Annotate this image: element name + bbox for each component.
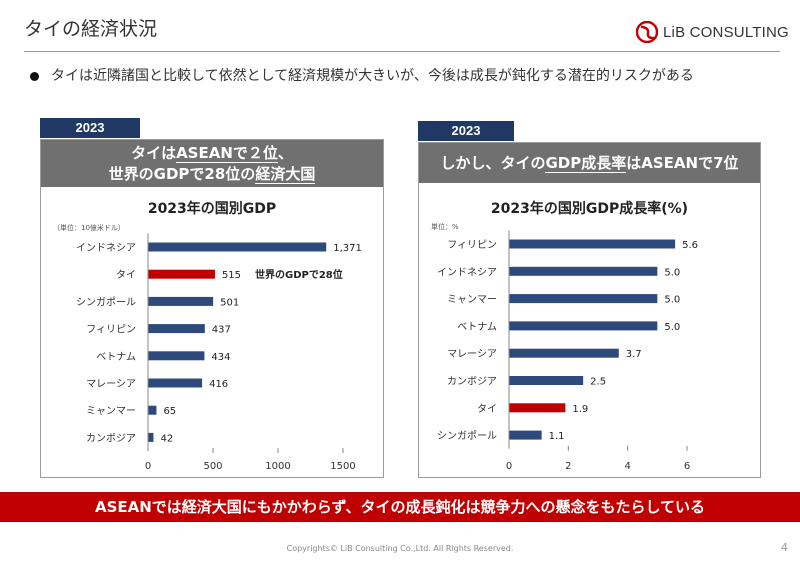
bar [148, 378, 203, 388]
category-label: ミャンマー [86, 406, 136, 417]
unit-label: （単位：10億米ドル） [53, 223, 125, 232]
category-label: ミャンマー [447, 295, 497, 306]
bullet-dot-icon [30, 72, 39, 81]
value-label: 5.0 [664, 295, 680, 306]
x-tick-label: 500 [203, 461, 222, 472]
gdp-headline-line1: タイはASEANで２位、 [131, 144, 293, 163]
category-label: シンガポール [76, 296, 136, 308]
bar [148, 296, 214, 306]
logo-text: LiB CONSULTING [663, 23, 789, 41]
category-label: シンガポール [437, 430, 497, 442]
gdp-headline-line2: 世界のGDPで28位の経済大国 [108, 165, 316, 184]
category-label: フィリピン [447, 239, 497, 251]
gdp-chart-title: 2023年の国別GDP [147, 201, 277, 217]
x-tick-label: 0 [145, 461, 151, 472]
x-tick-label: 0 [506, 461, 512, 472]
title-divider [24, 51, 780, 52]
value-label: 2.5 [590, 377, 606, 388]
conclusion-banner: ASEANでは経済大国にもかかわらず、タイの成長鈍化は競争力への懸念をもたらして… [0, 492, 800, 522]
summary-text: タイは近隣諸国と比較して依然として経済規模が大きいが、今後は成長が鈍化する潜在的… [51, 68, 694, 84]
category-label: タイ [477, 403, 497, 415]
value-label: 42 [160, 433, 173, 444]
value-label: 434 [211, 352, 230, 363]
growth-headline: しかし、タイのGDP成長率はASEANで7位 [440, 154, 739, 173]
bar [509, 294, 658, 304]
category-label: フィリピン [86, 324, 136, 336]
unit-label: 単位：% [431, 222, 459, 231]
bar [509, 266, 658, 276]
gdp-chart: （単位：10億米ドル） インドネシア 1,371 タイ 515 世界のGDPで28位シンガ… [53, 223, 362, 472]
summary-bullet: タイは近隣諸国と比較して依然として経済規模が大きいが、今後は成長が鈍化する潜在的… [30, 66, 775, 87]
category-label: カンボジア [447, 376, 497, 388]
growth-panel-header: しかし、タイのGDP成長率はASEANで7位 [419, 143, 760, 183]
value-label: 416 [209, 379, 228, 390]
value-label: 1.9 [572, 404, 588, 415]
bar [148, 242, 327, 252]
x-tick-label: 6 [684, 461, 690, 472]
value-label: 65 [163, 406, 176, 417]
value-label: 3.7 [626, 349, 642, 360]
growth-chart-title: 2023年の国別GDP成長率(%) [490, 201, 689, 217]
value-label: 1,371 [333, 243, 362, 254]
growth-chart: 単位：% フィリピン 5.6 インドネシア 5.0 ミャンマー 5.0 ベトナム 5.0 マレーシ… [431, 222, 698, 472]
bar [509, 403, 566, 413]
value-label: 501 [220, 297, 239, 308]
category-label: マレーシア [447, 349, 497, 360]
value-label: 5.6 [682, 240, 698, 251]
bar [148, 351, 205, 361]
value-label: 5.0 [664, 267, 680, 278]
gdp-panel-header: タイはASEANで２位、 世界のGDPで28位の経済大国 [41, 140, 383, 187]
bar [148, 405, 157, 415]
growth-panel: しかし、タイのGDP成長率はASEANで7位 2023年の国別GDP成長率(%)… [418, 142, 761, 478]
bar [148, 432, 154, 442]
page-title: タイの経済状況 [24, 18, 158, 40]
bar [148, 324, 205, 334]
category-label: ベトナム [96, 351, 136, 363]
left-year-tab: 2023 [40, 118, 140, 138]
bar [509, 376, 584, 385]
category-label: タイ [116, 269, 136, 281]
bar [509, 321, 658, 331]
bar [509, 348, 619, 358]
x-tick-label: 2 [565, 461, 571, 472]
bar [509, 430, 542, 440]
value-label: 1.1 [549, 431, 565, 442]
category-label: インドネシア [437, 266, 497, 278]
bar [509, 239, 676, 249]
x-tick-label: 1000 [265, 461, 290, 472]
category-label: マレーシア [86, 379, 136, 390]
value-label: 515 [222, 270, 241, 281]
category-label: カンボジア [86, 432, 136, 444]
category-label: インドネシア [76, 242, 136, 254]
gdp-panel: タイはASEANで２位、 世界のGDPで28位の経済大国 2023年の国別GDP… [40, 139, 384, 478]
company-logo: LiB CONSULTING [636, 20, 789, 44]
gdp-rank-annotation: 世界のGDPで28位 [255, 268, 343, 281]
copyright-text: Copyrights© LiB Consulting Co.,Ltd. All … [286, 544, 514, 553]
value-label: 437 [212, 325, 231, 336]
x-tick-label: 4 [624, 461, 630, 472]
bar [148, 269, 215, 279]
x-tick-label: 1500 [330, 461, 355, 472]
category-label: ベトナム [457, 321, 497, 333]
value-label: 5.0 [664, 322, 680, 333]
page-number: 4 [781, 541, 788, 554]
lib-logo-icon [636, 21, 658, 43]
right-year-tab: 2023 [418, 121, 514, 141]
